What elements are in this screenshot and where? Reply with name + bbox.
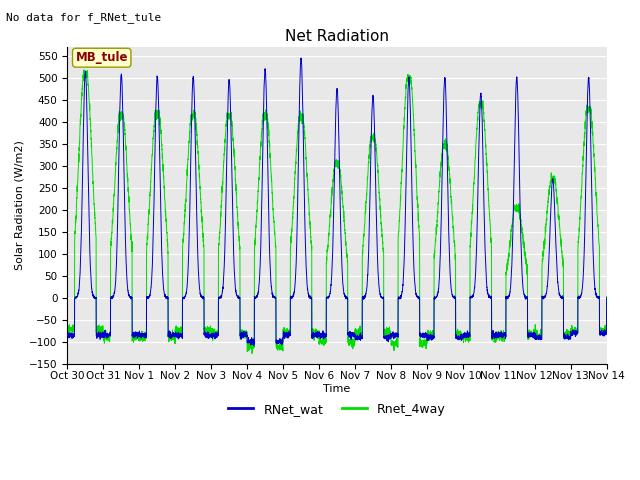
Rnet_4way [63, 329, 71, 335]
X-axis label: Time: Time [323, 384, 351, 394]
Text: MB_tule: MB_tule [76, 51, 128, 64]
RNet_wat [428, 336, 436, 342]
Line: RNet_wat: RNet_wat [67, 58, 607, 346]
RNet_wat [458, 334, 466, 339]
Rnet_4way [428, 333, 436, 338]
RNet_wat [602, 329, 610, 335]
Y-axis label: Solar Radiation (W/m2): Solar Radiation (W/m2) [15, 141, 25, 270]
RNet_wat [250, 343, 258, 348]
Rnet_4way [489, 332, 497, 338]
Rnet_4way [248, 351, 256, 357]
Rnet_4way [317, 337, 325, 343]
Title: Net Radiation: Net Radiation [285, 29, 389, 44]
Rnet_4way [161, 189, 168, 194]
Legend: RNet_wat, Rnet_4way: RNet_wat, Rnet_4way [223, 398, 451, 421]
Rnet_4way [80, 67, 88, 73]
Text: No data for f_RNet_tule: No data for f_RNet_tule [6, 12, 162, 23]
Rnet_4way [602, 329, 610, 335]
RNet_wat [603, 295, 611, 300]
RNet_wat [161, 290, 168, 296]
RNet_wat [317, 330, 325, 336]
Rnet_4way [458, 334, 466, 339]
Line: Rnet_4way: Rnet_4way [67, 70, 607, 354]
RNet_wat [489, 332, 497, 337]
RNet_wat [63, 331, 71, 337]
Rnet_4way [603, 294, 611, 300]
RNet_wat [297, 55, 305, 61]
